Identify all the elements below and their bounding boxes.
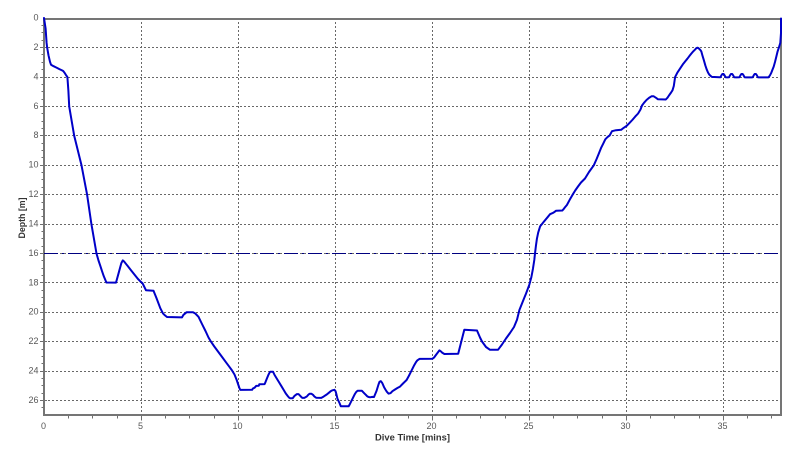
- svg-text:10: 10: [28, 160, 38, 170]
- svg-text:5: 5: [138, 421, 143, 431]
- svg-text:24: 24: [28, 366, 38, 376]
- svg-text:16: 16: [28, 248, 38, 258]
- svg-text:25: 25: [523, 421, 533, 431]
- svg-text:18: 18: [28, 277, 38, 287]
- svg-text:2: 2: [33, 42, 38, 52]
- svg-text:0: 0: [33, 13, 38, 23]
- svg-text:8: 8: [33, 130, 38, 140]
- svg-text:15: 15: [329, 421, 339, 431]
- svg-text:Dive Time [mins]: Dive Time [mins]: [375, 433, 450, 444]
- svg-text:0: 0: [41, 421, 46, 431]
- svg-text:22: 22: [28, 336, 38, 346]
- svg-text:30: 30: [620, 421, 630, 431]
- svg-text:6: 6: [33, 101, 38, 111]
- svg-text:20: 20: [426, 421, 436, 431]
- svg-text:Depth [m]: Depth [m]: [17, 198, 28, 239]
- svg-text:20: 20: [28, 307, 38, 317]
- svg-text:14: 14: [28, 219, 38, 229]
- svg-text:4: 4: [33, 71, 38, 81]
- svg-text:26: 26: [28, 395, 38, 405]
- svg-text:12: 12: [28, 189, 38, 199]
- svg-text:10: 10: [232, 421, 242, 431]
- svg-text:35: 35: [717, 421, 727, 431]
